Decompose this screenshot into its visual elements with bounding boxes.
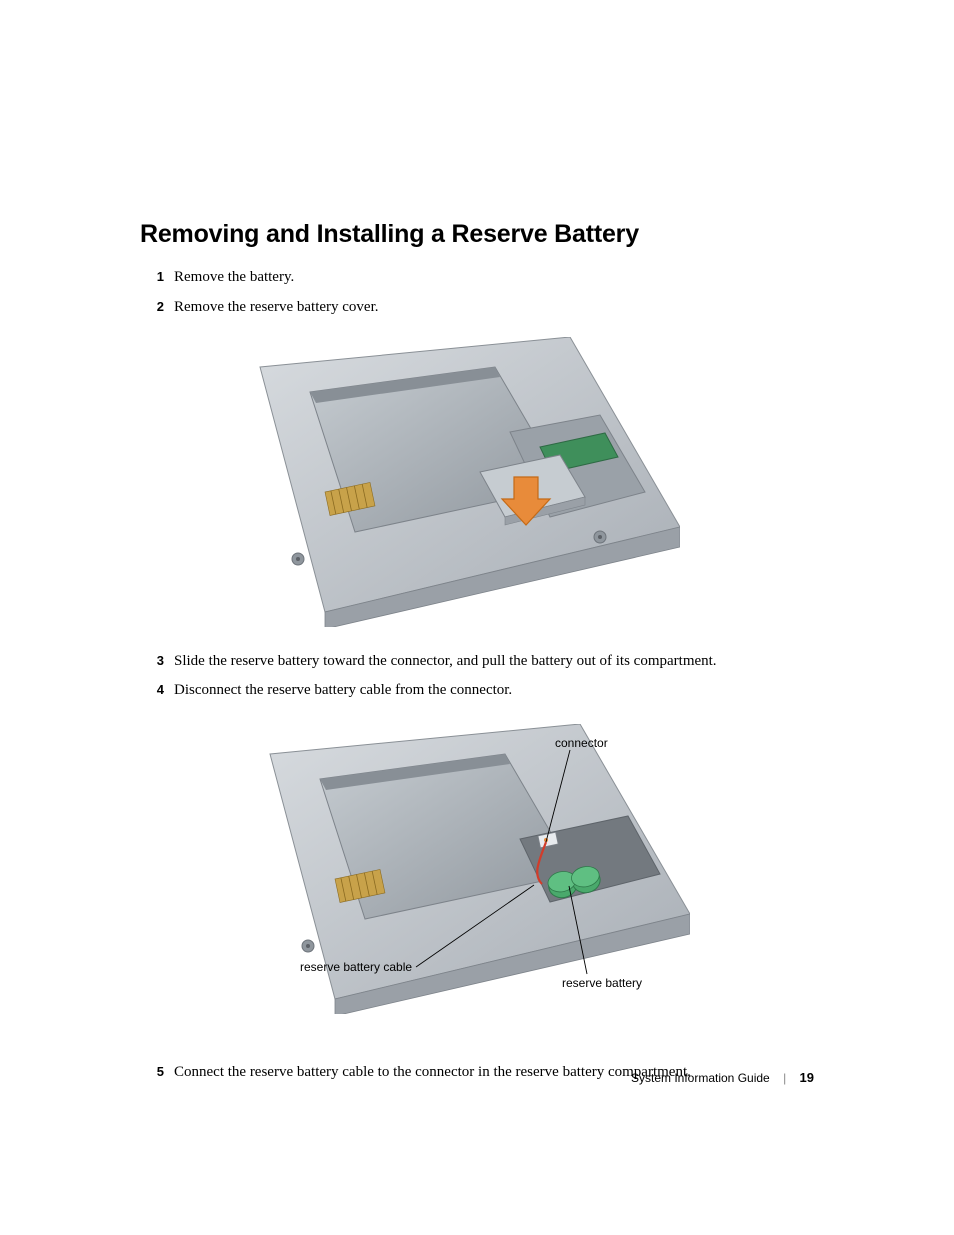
device-illustration [240,337,680,627]
leader-line [565,886,605,978]
step-item: 4 Disconnect the reserve battery cable fr… [140,680,814,702]
footer-separator: | [783,1071,786,1085]
footer-page-number: 19 [800,1070,814,1085]
step-text: Disconnect the reserve battery cable fro… [174,680,814,702]
step-text: Remove the battery. [174,267,814,289]
callout-connector: connector [555,736,608,750]
step-number: 4 [140,681,164,700]
figure-remove-cover [140,337,814,629]
step-number: 1 [140,268,164,287]
figure-disconnect-cable: connector reserve battery cable reserve … [140,716,814,1036]
step-number: 3 [140,652,164,671]
step-text: Slide the reserve battery toward the con… [174,651,814,673]
step-text: Remove the reserve battery cover. [174,297,814,319]
leader-line [416,881,546,971]
page-footer: System Information Guide | 19 [631,1070,814,1085]
section-title: Removing and Installing a Reserve Batter… [140,220,814,249]
step-number: 5 [140,1063,164,1082]
footer-doc-title: System Information Guide [631,1071,770,1085]
step-number: 2 [140,298,164,317]
step-item: 3 Slide the reserve battery toward the co… [140,651,814,673]
callout-cable: reserve battery cable [300,960,412,974]
step-item: 2 Remove the reserve battery cover. [140,297,814,319]
leader-line [540,750,580,848]
callout-battery: reserve battery [562,976,642,990]
step-item: 1 Remove the battery. [140,267,814,289]
